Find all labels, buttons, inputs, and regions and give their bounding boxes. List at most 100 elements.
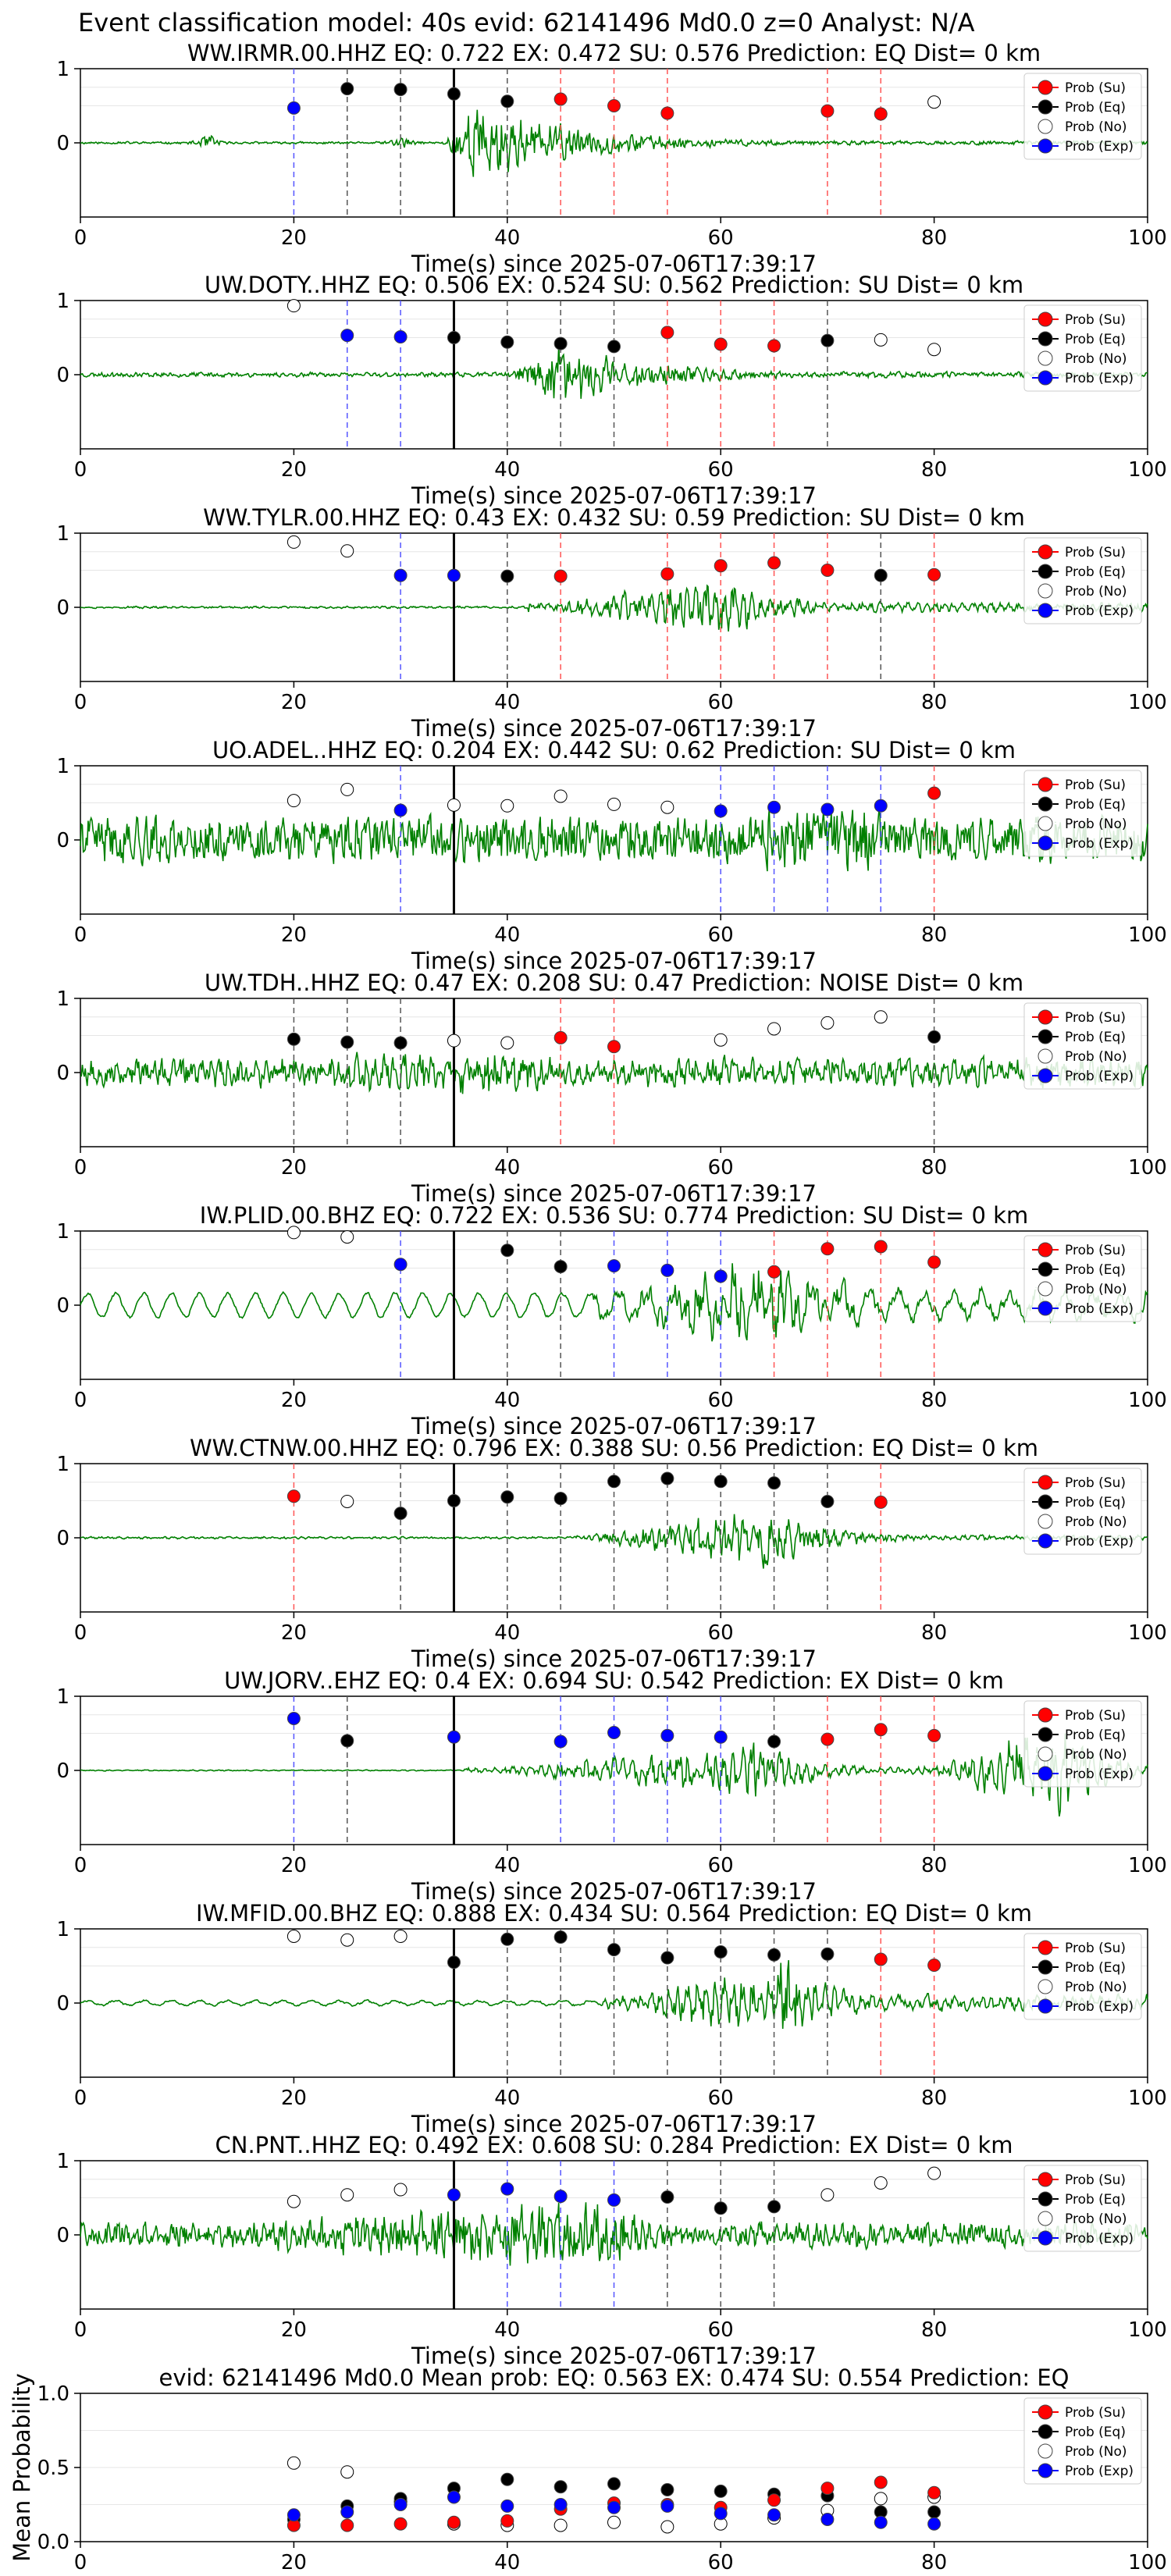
y-tick-label: 0.5 xyxy=(37,2457,69,2480)
legend-label-su: Prob (Su) xyxy=(1065,312,1126,328)
legend-marker-exp xyxy=(1038,835,1053,851)
legend-label-eq: Prob (Eq) xyxy=(1065,1495,1126,1510)
x-tick-label: 100 xyxy=(1128,2551,1167,2574)
prob-marker-su xyxy=(820,1732,835,1746)
prob-marker-su xyxy=(767,339,781,353)
mean-marker-exp xyxy=(340,2505,354,2519)
x-tick-label: 80 xyxy=(921,923,947,947)
prob-marker-exp xyxy=(553,1735,568,1749)
legend-label-exp: Prob (Exp) xyxy=(1065,139,1134,155)
x-tick-label: 100 xyxy=(1128,1854,1167,1877)
legend-marker-eq xyxy=(1038,1029,1053,1044)
prob-marker-su xyxy=(820,564,835,577)
prob-marker-no xyxy=(287,1930,301,1943)
x-tick-label: 40 xyxy=(494,2087,520,2110)
x-tick-label: 60 xyxy=(708,1621,734,1645)
prob-marker-exp xyxy=(714,1730,728,1744)
legend: Prob (Su) Prob (Eq) Prob (No) Prob (Exp) xyxy=(1023,1933,1142,2020)
prob-marker-eq xyxy=(500,569,514,583)
x-tick-label: 20 xyxy=(281,1854,307,1877)
x-tick-label: 40 xyxy=(494,226,520,250)
legend: Prob (Su) Prob (Eq) Prob (No) Prob (Exp) xyxy=(1023,1235,1142,1322)
legend-label-su: Prob (Su) xyxy=(1065,1941,1126,1956)
prob-marker-eq xyxy=(714,2201,728,2215)
mean-marker-exp xyxy=(393,2498,408,2511)
prob-marker-su xyxy=(767,1265,781,1279)
mean-marker-exp xyxy=(820,2513,835,2526)
x-tick-label: 0 xyxy=(74,226,87,250)
prob-marker-su xyxy=(714,559,728,573)
x-tick-label: 60 xyxy=(708,2087,734,2110)
x-tick-label: 0 xyxy=(74,2551,87,2574)
legend-marker-su xyxy=(1038,1009,1053,1025)
legend-marker-exp xyxy=(1038,603,1053,618)
x-tick-label: 100 xyxy=(1128,1621,1167,1645)
prob-marker-exp xyxy=(820,802,835,817)
legend-marker-eq xyxy=(1038,2191,1053,2207)
x-axis-label: Time(s) since 2025-07-06T17:39:17 xyxy=(411,715,817,742)
prob-marker-no xyxy=(287,2194,301,2208)
waveform-trace xyxy=(80,1960,1148,2030)
prob-marker-no xyxy=(767,1022,781,1036)
mean-marker-su xyxy=(447,2515,461,2529)
panel-title: IW.MFID.00.BHZ EQ: 0.888 EX: 0.434 SU: 0… xyxy=(196,1900,1032,1927)
prob-marker-no xyxy=(714,1033,728,1047)
prob-marker-exp xyxy=(393,568,408,582)
y-tick-label: 1 xyxy=(56,987,69,1011)
legend-label-su: Prob (Su) xyxy=(1065,545,1126,560)
station-panel: CN.PNT..HHZ EQ: 0.492 EX: 0.608 SU: 0.28… xyxy=(56,2132,1166,2369)
waveform-trace xyxy=(80,1733,1148,1817)
prob-marker-eq xyxy=(820,333,835,347)
legend-marker-exp xyxy=(1038,1998,1053,2014)
prob-marker-su xyxy=(874,1495,888,1509)
mean-marker-no xyxy=(340,2465,354,2479)
prob-marker-eq xyxy=(607,340,621,354)
x-tick-label: 100 xyxy=(1128,923,1167,947)
legend-marker-eq xyxy=(1038,1494,1053,1510)
prob-marker-no xyxy=(927,2166,941,2180)
prob-marker-no xyxy=(393,2183,408,2197)
panel-title: UW.TDH..HHZ EQ: 0.47 EX: 0.208 SU: 0.47 … xyxy=(205,970,1023,996)
prob-marker-no xyxy=(660,800,674,814)
legend-marker-no xyxy=(1038,1746,1053,1762)
prob-marker-su xyxy=(874,107,888,121)
legend-marker-su xyxy=(1038,777,1053,792)
prob-marker-su xyxy=(927,1728,941,1742)
x-tick-label: 60 xyxy=(708,923,734,947)
prob-marker-no xyxy=(340,782,354,796)
prob-marker-eq xyxy=(340,82,354,96)
legend-marker-eq xyxy=(1038,331,1053,347)
mean-marker-exp xyxy=(660,2499,674,2513)
prob-marker-eq xyxy=(553,336,568,350)
legend: Prob (Su) Prob (Eq) Prob (No) Prob (Exp) xyxy=(1023,2397,1142,2485)
prob-marker-su xyxy=(820,104,835,118)
legend-label-eq: Prob (Eq) xyxy=(1065,797,1126,813)
legend-marker-exp xyxy=(1038,2463,1053,2478)
prob-marker-eq xyxy=(820,1494,835,1508)
prob-marker-no xyxy=(340,1494,354,1508)
prob-marker-exp xyxy=(500,2182,514,2196)
prob-marker-eq xyxy=(767,1476,781,1490)
mean-marker-eq xyxy=(500,2472,514,2486)
y-tick-label: 1 xyxy=(56,290,69,313)
x-axis-label: Time(s) since 2025-07-06T17:39:17 xyxy=(411,2111,817,2137)
prob-marker-exp xyxy=(607,1726,621,1740)
x-axis-label: Time(s) since 2025-07-06T17:39:17 xyxy=(411,482,817,509)
panel-title: UW.JORV..EHZ EQ: 0.4 EX: 0.694 SU: 0.542… xyxy=(224,1667,1004,1694)
prob-marker-no xyxy=(340,2188,354,2202)
legend: Prob (Su) Prob (Eq) Prob (No) Prob (Exp) xyxy=(1023,304,1142,392)
legend-frame xyxy=(1023,1468,1142,1555)
prob-marker-no xyxy=(340,1933,354,1947)
prob-marker-no xyxy=(340,544,354,558)
y-tick-label: 1 xyxy=(56,1685,69,1709)
x-tick-label: 0 xyxy=(74,1854,87,1877)
x-axis-label: Time(s) since 2025-07-06T17:39:17 xyxy=(411,1180,817,1207)
legend-label-eq: Prob (Eq) xyxy=(1065,1030,1126,1045)
x-tick-label: 100 xyxy=(1128,2318,1167,2342)
panel-title: IW.PLID.00.BHZ EQ: 0.722 EX: 0.536 SU: 0… xyxy=(200,1202,1028,1229)
prob-marker-exp xyxy=(660,1728,674,1742)
legend-frame xyxy=(1023,304,1142,392)
legend-marker-exp xyxy=(1038,138,1053,154)
legend-marker-no xyxy=(1038,2211,1053,2226)
